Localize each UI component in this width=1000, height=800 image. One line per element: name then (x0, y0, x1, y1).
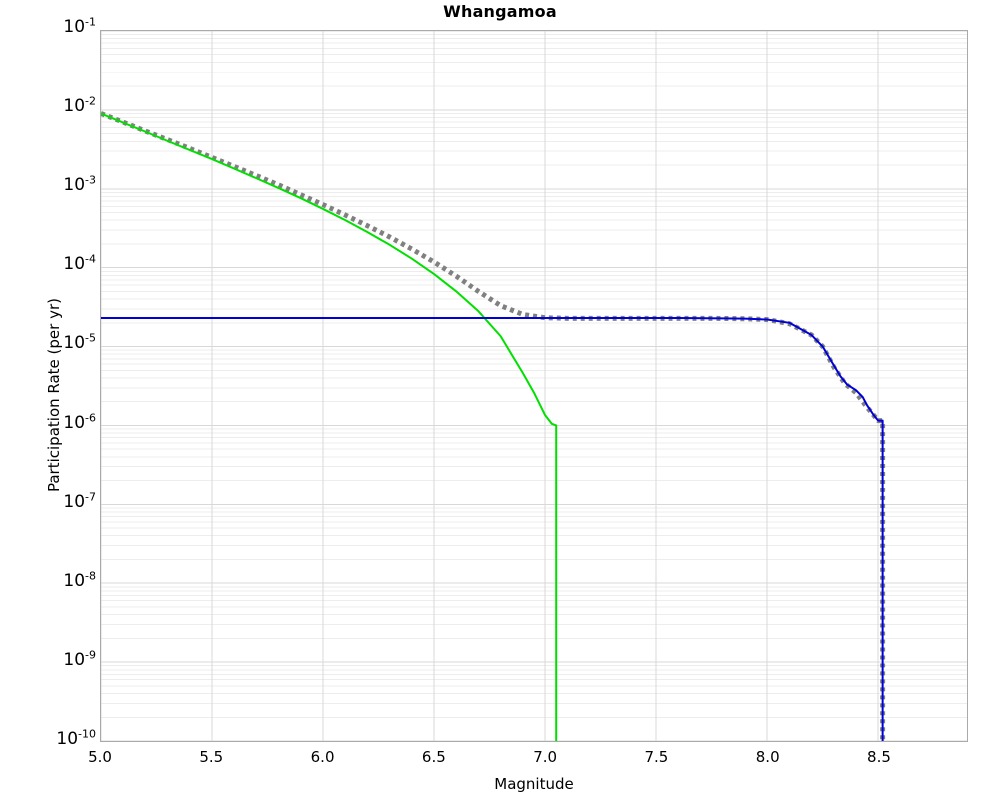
plot-area (100, 30, 968, 742)
series-gutenberg-richter-component (101, 112, 558, 741)
y-tick-label: 10-7 (63, 490, 96, 512)
y-tick-label: 10-9 (63, 648, 96, 670)
y-tick-label: 10-10 (56, 727, 96, 749)
x-tick-label: 8.5 (867, 748, 891, 766)
y-axis-tick-labels: 10-1 10-2 10-3 10-4 10-5 10-6 10-7 10-8 10-9 10-1… (0, 0, 96, 800)
grid-lines (101, 31, 967, 741)
y-tick-label: 10-2 (63, 94, 96, 117)
y-axis-title: Participation Rate (per yr) (45, 298, 63, 493)
x-tick-label: 5.0 (88, 748, 112, 766)
y-tick-label: 10-3 (63, 173, 96, 196)
x-tick-label: 6.0 (310, 748, 335, 766)
chart-title: Whangamoa (443, 2, 557, 21)
x-tick-label: 7.5 (644, 748, 669, 766)
x-tick-label: 6.5 (421, 748, 446, 766)
series-characteristic-component (101, 317, 884, 741)
y-tick-label: 10-6 (63, 410, 96, 433)
x-tick-label: 5.5 (199, 748, 224, 766)
data-series-layer (101, 111, 886, 741)
x-axis-title: Magnitude (494, 775, 574, 793)
y-tick-label: 10-5 (63, 331, 96, 354)
x-tick-label: 7.0 (533, 748, 558, 766)
y-tick-label: 10-4 (63, 252, 96, 275)
x-tick-label: 8.0 (755, 748, 780, 766)
y-tick-label: 10-8 (63, 569, 96, 591)
series-total (101, 111, 886, 741)
y-tick-label: 10-1 (63, 15, 96, 37)
